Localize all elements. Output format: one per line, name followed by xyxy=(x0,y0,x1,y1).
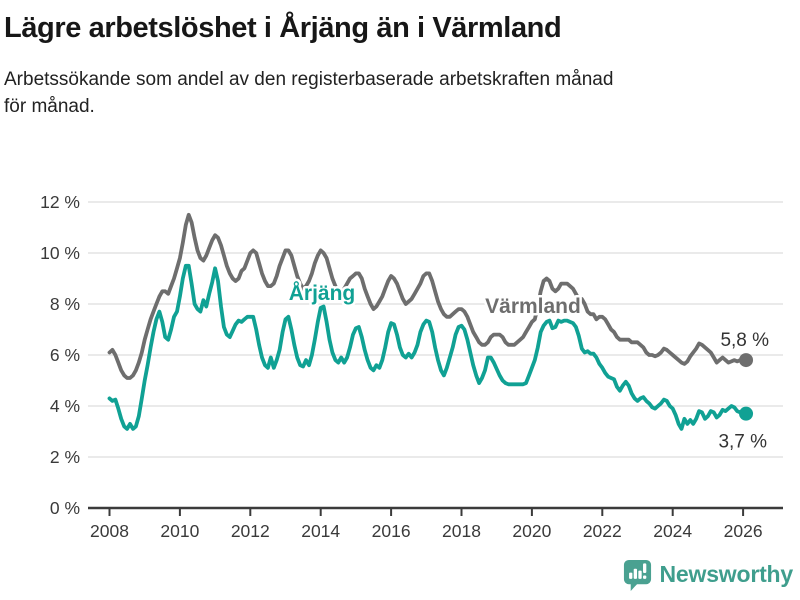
x-axis-label: 2012 xyxy=(231,521,270,541)
series-line-årjäng xyxy=(107,263,748,431)
series-end-value-årjäng: 3,7 % xyxy=(718,432,767,453)
y-axis-label: 4 % xyxy=(50,396,80,416)
newsworthy-logo: Newsworthy xyxy=(622,557,793,592)
y-axis-label: 8 % xyxy=(50,294,80,314)
newsworthy-logo-icon xyxy=(623,559,651,591)
x-axis-label: 2024 xyxy=(653,521,692,541)
x-axis-label: 2020 xyxy=(512,521,551,541)
x-axis-label: 2014 xyxy=(301,521,340,541)
chart-title: Lägre arbetslöshet i Årjäng än i Värmlan… xyxy=(4,12,562,44)
y-axis-label: 10 % xyxy=(40,243,80,263)
x-axis-label: 2026 xyxy=(724,521,763,541)
y-axis-label: 0 % xyxy=(50,498,80,518)
series-end-value-värmland: 5,8 % xyxy=(720,330,769,351)
chart-subtitle: Arbetssökande som andel av den registerb… xyxy=(4,69,614,118)
x-axis-label: 2008 xyxy=(90,521,129,541)
series-end-dot-årjäng xyxy=(739,406,754,421)
chart-header: Lägre arbetslöshet i Årjäng än i Värmlan… xyxy=(4,0,796,121)
series-line-värmland xyxy=(107,212,748,380)
y-axis-label: 12 % xyxy=(40,192,80,212)
y-axis-label: 2 % xyxy=(50,447,80,467)
newsworthy-logo-text: Newsworthy xyxy=(659,561,794,587)
series-label-årjäng: Årjäng xyxy=(289,281,356,305)
x-axis-label: 2016 xyxy=(372,521,411,541)
series-end-dot-värmland xyxy=(739,353,754,368)
series-label-värmland: Värmland xyxy=(485,295,581,318)
x-axis-label: 2018 xyxy=(442,521,481,541)
x-axis-label: 2022 xyxy=(583,521,622,541)
x-axis-label: 2010 xyxy=(160,521,199,541)
y-axis-label: 6 % xyxy=(50,345,80,365)
